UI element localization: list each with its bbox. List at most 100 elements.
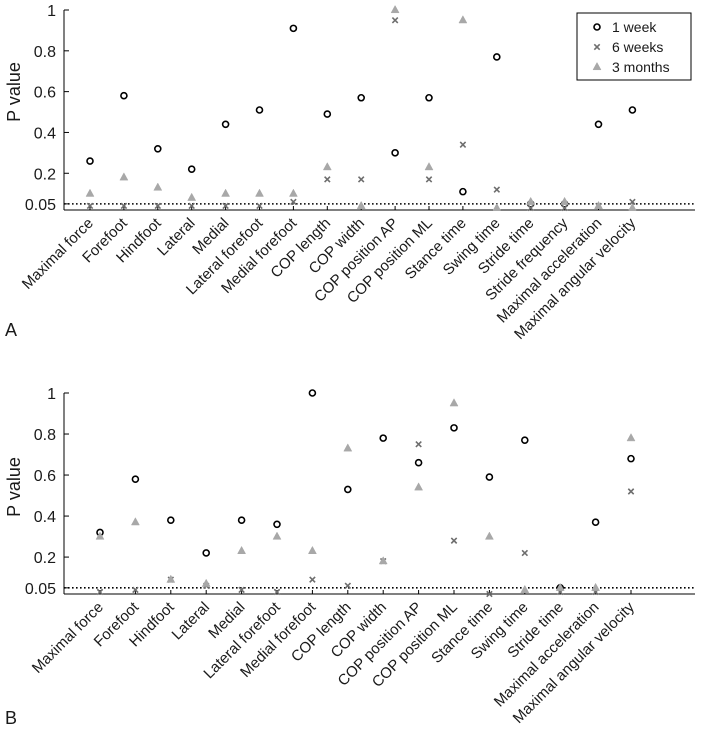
one-week-point [255,106,264,114]
three-months-point [390,4,400,14]
six-weeks-point [357,176,365,183]
one-week-point [391,149,399,157]
six-weeks-point [527,204,534,212]
six-weeks-point [493,186,501,193]
one-week-point [343,485,352,494]
one-week-point [628,106,637,114]
one-week-point [594,120,603,129]
one-week-point [308,389,317,397]
six-weeks-point [273,588,281,596]
y-tick-label: 0.6 [34,85,56,102]
y-tick-label: 0.2 [34,550,56,567]
six-weeks-point [459,141,467,148]
three-months-point [591,582,601,591]
six-weeks-point [391,16,399,24]
x-tick-label: Lateral [154,215,198,259]
three-months-point [627,202,637,212]
three-months-point [95,531,105,540]
three-months-point [343,443,353,452]
one-week-point [120,91,128,100]
one-week-point [187,165,196,173]
six-weeks-point [486,590,493,598]
legend-label: 6 weeks [612,39,663,55]
three-months-point [492,202,502,212]
legend-label: 1 week [612,19,657,35]
six-weeks-point [561,204,568,212]
y-tick-label: 0.2 [34,166,56,183]
three-months-point [458,15,468,24]
one-week-point [591,518,600,527]
legend: 1 week 6 weeks 3 months [576,12,692,81]
one-week-point [520,436,529,444]
three-months-point [626,433,636,442]
six-weeks-point [344,582,352,590]
six-weeks-point [450,537,458,544]
six-weeks-point [154,202,162,210]
one-week-point [167,516,175,524]
six-weeks-point [86,202,94,210]
y-tick-label: 0.8 [34,427,56,444]
y-tick-label: 0.4 [34,125,56,142]
six-weeks-point [222,202,229,210]
three-months-point [322,162,332,171]
three-months-point [153,182,163,191]
six-weeks-point [256,202,263,210]
six-weeks-point [629,198,636,206]
one-week-point [221,120,230,129]
one-week-point [323,110,332,118]
three-months-point [187,192,197,201]
three-months-point [272,531,282,540]
six-weeks-point [415,441,422,448]
three-months-point [414,482,424,491]
y-tick-label: 0.05 [25,197,56,214]
three-months-point [526,196,536,205]
panel-b-label: B [5,708,17,728]
one-week-point [154,144,162,153]
three-months-point [307,545,317,554]
one-week-point [414,458,423,467]
three-months-point [130,517,140,526]
one-week-point [237,516,246,524]
three-months-point [166,574,176,583]
one-week-point [627,454,635,463]
three-months-point [424,162,434,171]
one-week-point [131,475,140,483]
three-months-point [237,545,247,554]
three-months-point [201,578,211,587]
six-weeks-point [188,202,195,210]
panel-a-label: A [5,320,17,340]
one-week-point [289,24,298,33]
one-week-point [485,473,494,481]
legend-three-months-marker [592,61,602,71]
three-months-point [85,188,95,197]
panel-a-ylabel: P value [4,62,24,122]
six-weeks-point [521,549,529,557]
three-months-point [221,188,231,197]
legend-one-week-marker [593,23,601,31]
one-week-point [202,549,210,557]
one-week-point [425,93,433,102]
y-tick-label: 1 [47,386,56,403]
panel-b-ylabel: P value [4,457,24,517]
three-months-point [119,172,129,181]
three-months-point [560,196,570,205]
three-months-point [520,584,530,593]
three-months-point [255,188,264,197]
six-weeks-point [324,176,331,183]
six-weeks-point [309,576,316,583]
one-week-point [492,53,501,61]
y-tick-label: 0.8 [34,44,56,61]
three-months-point [378,556,388,565]
six-weeks-point [290,198,297,206]
six-weeks-point [120,202,128,210]
legend-six-weeks-marker [593,43,601,51]
three-months-point [356,200,366,209]
six-weeks-point [132,586,139,594]
three-months-point [288,188,298,197]
three-months-point [449,398,459,407]
y-tick-label: 0.6 [34,468,56,485]
one-week-point [379,434,388,442]
y-tick-label: 0.05 [25,581,56,598]
legend-label: 3 months [612,59,670,75]
